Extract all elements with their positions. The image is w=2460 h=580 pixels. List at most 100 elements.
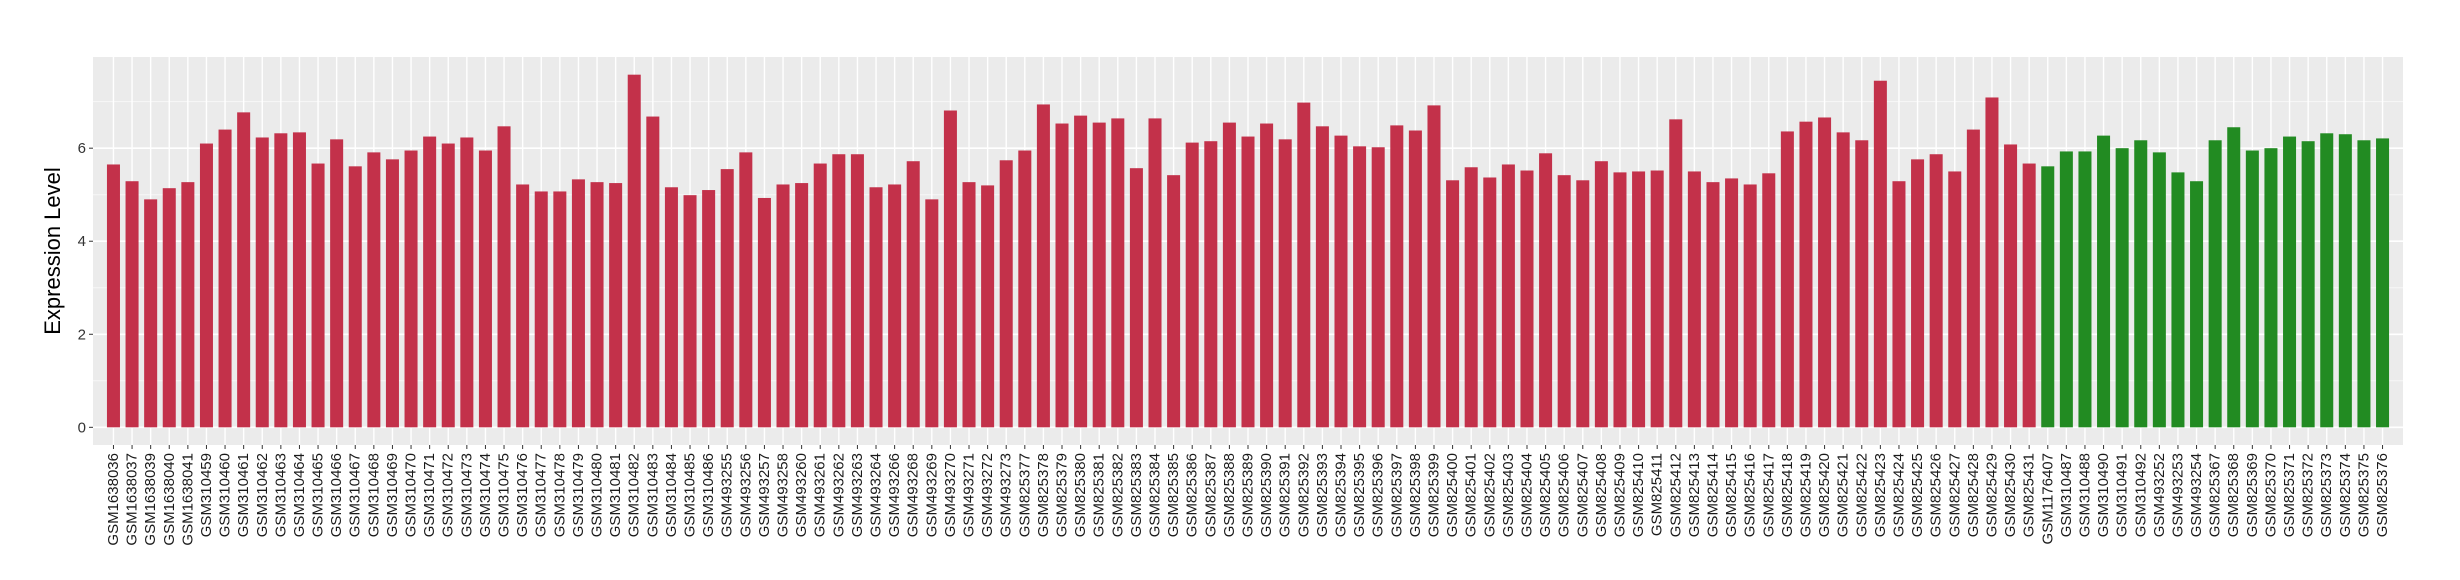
x-tick-label: GSM825426 bbox=[1928, 453, 1945, 537]
bar-GSM310480 bbox=[590, 182, 604, 428]
bar-GSM310488 bbox=[2078, 151, 2092, 428]
x-tick-label: GSM310477 bbox=[533, 453, 550, 537]
x-tick-label: GSM493256 bbox=[737, 453, 754, 537]
bar-GSM825391 bbox=[1278, 139, 1292, 428]
x-tick-label: GSM825402 bbox=[1481, 453, 1498, 537]
x-tick-label: GSM825428 bbox=[1965, 453, 1982, 537]
x-tick-label: GSM825406 bbox=[1556, 453, 1573, 537]
bar-GSM825429 bbox=[1985, 97, 1999, 428]
x-tick-label: GSM825421 bbox=[1835, 453, 1852, 537]
x-tick-label: GSM825403 bbox=[1500, 453, 1517, 537]
bar-GSM825431 bbox=[2022, 163, 2036, 428]
y-axis: 0 2 4 6 bbox=[78, 140, 93, 436]
bar-GSM493252 bbox=[2152, 152, 2166, 428]
x-tick-label: GSM825431 bbox=[2021, 453, 2038, 537]
x-tick-label: GSM310461 bbox=[235, 453, 252, 537]
bar-GSM493258 bbox=[776, 184, 790, 428]
bar-GSM825381 bbox=[1092, 122, 1106, 428]
x-tick-label: GSM825429 bbox=[1983, 453, 2000, 537]
x-tick-label: GSM825392 bbox=[1295, 453, 1312, 537]
bar-GSM825408 bbox=[1594, 161, 1608, 428]
bar-GSM825399 bbox=[1427, 105, 1441, 428]
x-tick-label: GSM310470 bbox=[403, 453, 420, 537]
x-tick-label: GSM493268 bbox=[905, 453, 922, 537]
bar-GSM825415 bbox=[1725, 178, 1739, 428]
bar-GSM310468 bbox=[367, 152, 381, 428]
bar-GSM825376 bbox=[2376, 138, 2390, 428]
bar-GSM1638039 bbox=[144, 199, 158, 428]
bar-GSM825426 bbox=[1929, 154, 1943, 428]
bar-GSM825406 bbox=[1557, 175, 1571, 428]
x-tick-label: GSM825427 bbox=[1946, 453, 1963, 537]
bar-GSM825367 bbox=[2208, 140, 2222, 428]
x-tick-label: GSM493270 bbox=[942, 453, 959, 537]
bar-GSM825428 bbox=[1966, 129, 1980, 428]
bar-GSM493254 bbox=[2190, 181, 2204, 428]
x-tick-label: GSM493254 bbox=[2188, 453, 2205, 537]
bar-GSM825372 bbox=[2301, 141, 2315, 428]
bar-GSM825380 bbox=[1074, 115, 1088, 428]
x-tick-label: GSM493261 bbox=[812, 453, 829, 537]
x-tick-label: GSM825419 bbox=[1797, 453, 1814, 537]
x-tick-label: GSM1638039 bbox=[142, 453, 159, 546]
x-tick-label: GSM1638037 bbox=[124, 453, 141, 546]
x-tick-label: GSM493263 bbox=[849, 453, 866, 537]
x-tick-label: GSM825393 bbox=[1314, 453, 1331, 537]
x-tick-label: GSM493252 bbox=[2151, 453, 2168, 537]
x-tick-label: GSM825376 bbox=[2374, 453, 2391, 537]
x-tick-label: GSM825378 bbox=[1035, 453, 1052, 537]
bar-GSM825402 bbox=[1483, 177, 1497, 428]
x-tick-label: GSM310474 bbox=[477, 453, 494, 537]
bar-GSM825374 bbox=[2338, 134, 2352, 428]
x-tick-label: GSM310488 bbox=[2076, 453, 2093, 537]
bar-GSM825420 bbox=[1818, 117, 1832, 428]
x-tick-label: GSM825412 bbox=[1667, 453, 1684, 537]
bar-GSM1176407 bbox=[2041, 166, 2055, 428]
bar-GSM310479 bbox=[571, 179, 585, 428]
y-tick-label: 4 bbox=[78, 233, 86, 250]
x-tick-label: GSM825407 bbox=[1574, 453, 1591, 537]
bar-GSM310469 bbox=[385, 159, 399, 428]
bar-GSM825382 bbox=[1111, 118, 1125, 428]
bar-GSM825387 bbox=[1204, 141, 1218, 428]
bar-GSM825422 bbox=[1855, 140, 1869, 428]
bar-GSM825427 bbox=[1948, 171, 1962, 428]
bar-GSM493266 bbox=[888, 184, 902, 428]
y-tick-label: 2 bbox=[78, 326, 86, 343]
bar-GSM825378 bbox=[1036, 104, 1050, 428]
x-tick-label: GSM825416 bbox=[1742, 453, 1759, 537]
bar-GSM1638040 bbox=[162, 188, 176, 428]
bar-GSM825421 bbox=[1836, 132, 1850, 428]
bar-GSM825405 bbox=[1539, 153, 1553, 428]
bar-GSM310475 bbox=[497, 126, 511, 428]
x-tick-label: GSM310473 bbox=[458, 453, 475, 537]
bar-GSM825409 bbox=[1613, 172, 1627, 428]
x-tick-label: GSM825422 bbox=[1853, 453, 1870, 537]
x-tick-label: GSM825401 bbox=[1463, 453, 1480, 537]
x-tick-label: GSM493257 bbox=[756, 453, 773, 537]
x-tick-label: GSM825394 bbox=[1332, 453, 1349, 537]
x-tick-label: GSM825382 bbox=[1109, 453, 1126, 537]
bar-GSM825425 bbox=[1911, 159, 1925, 428]
x-tick-label: GSM825375 bbox=[2355, 453, 2372, 537]
bar-GSM825418 bbox=[1780, 131, 1794, 428]
y-axis-title: Expression Level bbox=[40, 167, 65, 335]
bar-GSM825384 bbox=[1148, 118, 1162, 428]
x-tick-label: GSM493266 bbox=[886, 453, 903, 537]
bar-GSM493260 bbox=[795, 183, 809, 428]
bar-GSM493270 bbox=[943, 110, 957, 428]
x-tick-label: GSM825371 bbox=[2281, 453, 2298, 537]
x-tick-label: GSM310491 bbox=[2114, 453, 2131, 537]
x-tick-label: GSM825424 bbox=[1890, 453, 1907, 537]
x-tick-label: GSM825411 bbox=[1649, 453, 1666, 536]
bar-GSM825368 bbox=[2227, 127, 2241, 428]
bar-GSM493255 bbox=[720, 169, 734, 428]
bar-GSM825397 bbox=[1390, 125, 1404, 428]
x-tick-label: GSM1638041 bbox=[179, 453, 196, 546]
bar-GSM310463 bbox=[274, 133, 288, 428]
bar-GSM825403 bbox=[1501, 164, 1515, 428]
x-tick-label: GSM825383 bbox=[1128, 453, 1145, 537]
x-tick-label: GSM310487 bbox=[2058, 453, 2075, 537]
bar-GSM310474 bbox=[478, 150, 492, 428]
